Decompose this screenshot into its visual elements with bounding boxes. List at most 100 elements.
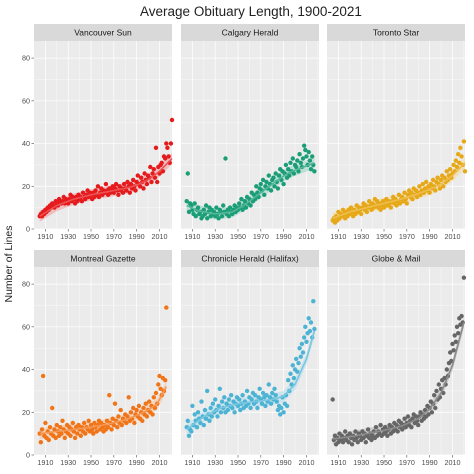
data-point bbox=[297, 152, 302, 157]
x-tick-label: 1910 bbox=[330, 232, 346, 241]
data-point bbox=[223, 156, 228, 161]
data-point bbox=[414, 194, 420, 200]
data-point bbox=[454, 324, 460, 329]
x-tick-label: 1950 bbox=[230, 232, 246, 241]
y-axis-label: Number of Lines bbox=[3, 225, 15, 302]
facet-strip-label: Toronto Star bbox=[373, 28, 419, 38]
data-point bbox=[96, 194, 102, 200]
x-tick-label: 1950 bbox=[83, 232, 99, 241]
data-point bbox=[294, 356, 299, 362]
data-point bbox=[184, 199, 189, 204]
data-point bbox=[451, 348, 456, 353]
data-point bbox=[287, 173, 292, 178]
data-point bbox=[273, 171, 278, 176]
data-point bbox=[451, 162, 456, 168]
facet-panel: Globe & Mail 1910 1930 1950 1970 1990 2010 bbox=[327, 250, 467, 467]
facet-strip bbox=[181, 250, 319, 267]
data-point bbox=[213, 397, 218, 402]
data-point bbox=[165, 145, 170, 150]
x-tick-label: 1930 bbox=[60, 232, 76, 241]
data-point bbox=[99, 420, 104, 426]
data-point bbox=[68, 433, 73, 438]
data-point bbox=[405, 414, 411, 419]
data-point bbox=[115, 425, 120, 430]
data-point bbox=[237, 201, 242, 206]
data-point bbox=[219, 214, 225, 219]
data-point bbox=[378, 422, 383, 428]
x-tick-label: 1910 bbox=[184, 232, 200, 241]
data-point bbox=[91, 431, 96, 436]
data-point bbox=[276, 173, 282, 178]
facet-panel: Montreal Gazette 1910 1930 1950 1970 1990 2010… bbox=[22, 250, 172, 467]
data-point bbox=[128, 410, 134, 415]
data-point bbox=[442, 375, 447, 381]
x-tick-label: 1930 bbox=[60, 458, 76, 467]
facet-strip-label: Vancouver Sun bbox=[74, 28, 132, 38]
data-point bbox=[39, 427, 45, 432]
data-point bbox=[457, 160, 462, 165]
data-point bbox=[95, 184, 101, 189]
data-point bbox=[410, 196, 415, 202]
data-point bbox=[71, 429, 77, 434]
data-point bbox=[147, 399, 152, 404]
data-point bbox=[224, 401, 229, 406]
trend-confidence-band bbox=[39, 381, 167, 440]
data-point bbox=[420, 181, 425, 187]
trend-confidence-band bbox=[39, 152, 173, 222]
data-point bbox=[185, 171, 190, 176]
data-point bbox=[291, 375, 297, 381]
data-point bbox=[237, 397, 242, 402]
data-point bbox=[427, 190, 432, 195]
data-point bbox=[456, 152, 461, 157]
y-tick-label: 40 bbox=[22, 139, 30, 148]
data-point bbox=[429, 410, 435, 415]
x-tick-label: 1910 bbox=[330, 458, 346, 467]
data-point bbox=[312, 169, 317, 174]
data-point bbox=[306, 149, 311, 155]
data-point bbox=[205, 216, 210, 221]
data-point bbox=[364, 209, 370, 215]
x-tick-label: 1970 bbox=[399, 458, 415, 467]
data-point bbox=[365, 427, 371, 432]
data-point bbox=[214, 205, 219, 210]
data-point bbox=[232, 410, 237, 415]
data-point bbox=[151, 395, 156, 400]
data-point bbox=[255, 405, 260, 411]
data-point bbox=[394, 422, 399, 428]
data-point bbox=[410, 416, 415, 421]
data-point bbox=[254, 184, 259, 189]
facet-panel: Toronto Star 1910 1930 1950 1970 1990 2010 bbox=[327, 24, 468, 241]
x-tick-label: 1930 bbox=[207, 232, 223, 241]
facet-panels: Vancouver Sun 1910 1930 1950 1970 1990 2010 0 20… bbox=[22, 24, 468, 467]
data-point bbox=[166, 154, 171, 159]
data-point bbox=[164, 305, 169, 310]
data-point bbox=[330, 397, 335, 402]
y-tick-label: 40 bbox=[22, 365, 30, 374]
data-point bbox=[141, 186, 146, 191]
data-point bbox=[103, 181, 109, 187]
y-tick-label: 80 bbox=[22, 280, 30, 289]
data-point bbox=[195, 410, 201, 415]
data-point bbox=[199, 399, 204, 404]
x-tick-label: 1970 bbox=[253, 458, 269, 467]
data-point bbox=[359, 211, 364, 217]
y-tick-label: 60 bbox=[22, 96, 30, 105]
data-point bbox=[149, 179, 154, 185]
data-point bbox=[288, 160, 293, 165]
facet-panel: Calgary Herald 1910 1930 1950 1970 1990 2010 bbox=[181, 24, 319, 241]
data-point bbox=[403, 425, 408, 430]
data-point bbox=[263, 403, 268, 409]
data-point bbox=[413, 414, 419, 419]
data-point bbox=[158, 386, 163, 391]
data-point bbox=[304, 339, 309, 344]
data-point bbox=[50, 405, 55, 411]
data-point bbox=[340, 440, 346, 445]
data-point bbox=[409, 425, 414, 430]
x-tick-label: 2010 bbox=[298, 232, 314, 241]
data-point bbox=[125, 179, 130, 185]
data-point bbox=[303, 147, 308, 153]
x-tick-label: 2010 bbox=[444, 232, 460, 241]
data-point bbox=[226, 397, 232, 402]
data-point bbox=[80, 190, 86, 195]
data-point bbox=[436, 382, 441, 387]
